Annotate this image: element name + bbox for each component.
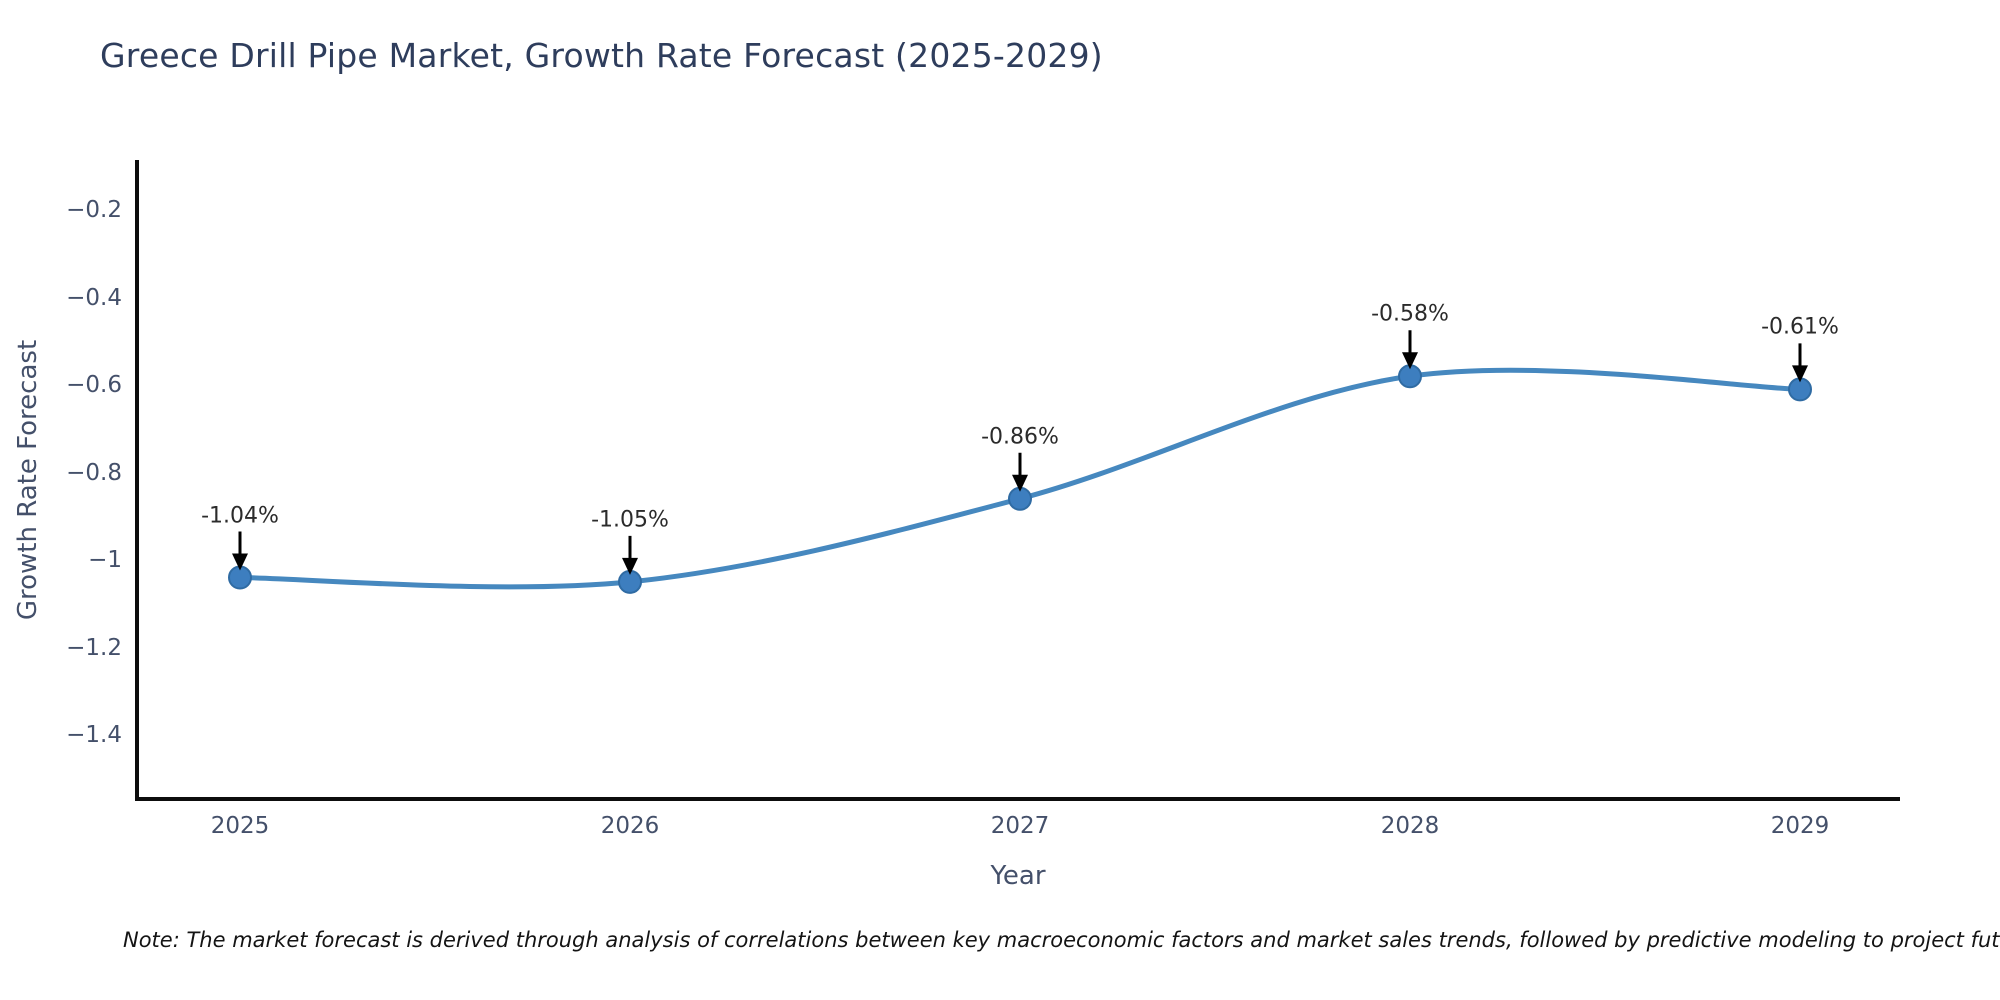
chart-title: Greece Drill Pipe Market, Growth Rate Fo… <box>100 36 1103 75</box>
y-tick-label: −0.8 <box>66 459 122 486</box>
x-tick-label: 2028 <box>1380 813 1440 839</box>
point-label: -0.61% <box>1761 314 1839 340</box>
point-label: -1.05% <box>591 507 669 533</box>
annotation-arrow-head <box>232 553 248 571</box>
x-tick-label: 2025 <box>210 813 270 839</box>
y-axis-spine <box>135 160 139 801</box>
y-axis-title: Growth Rate Forecast <box>13 339 43 621</box>
y-tick-label: −1.2 <box>66 634 122 661</box>
y-tick-label: −0.2 <box>66 197 122 223</box>
footnote: Note: The market forecast is derived thr… <box>123 928 2000 952</box>
annotation-arrow-head <box>1792 365 1808 383</box>
axis-spines <box>135 160 1900 801</box>
y-tick-label: −0.4 <box>66 284 122 311</box>
annotation-arrow-head <box>622 557 638 575</box>
y-tick-label: −0.6 <box>66 372 122 398</box>
x-axis-title: Year <box>990 861 1046 891</box>
annotation-arrows <box>232 330 1808 575</box>
x-tick-label: 2027 <box>990 813 1050 839</box>
annotation-arrow-head <box>1402 352 1418 370</box>
y-tick-label: −1 <box>88 547 122 573</box>
annotation-arrow-head <box>1012 474 1028 492</box>
x-tick-label: 2029 <box>1770 813 1830 839</box>
x-tick-label: 2026 <box>600 813 660 839</box>
point-label: -0.86% <box>981 424 1059 450</box>
y-tick-label: −1.4 <box>66 722 122 748</box>
point-label: -0.58% <box>1371 301 1449 327</box>
point-label: -1.04% <box>201 503 279 528</box>
x-axis-spine <box>135 797 1900 801</box>
